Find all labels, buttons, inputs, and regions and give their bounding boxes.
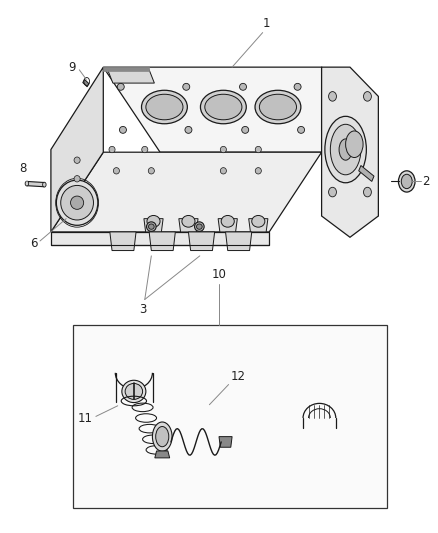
Ellipse shape [146, 94, 183, 120]
Ellipse shape [74, 175, 80, 182]
Text: 8: 8 [20, 162, 27, 175]
Text: 1: 1 [262, 17, 270, 30]
Ellipse shape [147, 222, 156, 231]
Ellipse shape [141, 90, 187, 124]
Ellipse shape [255, 90, 301, 124]
Ellipse shape [42, 182, 46, 187]
Ellipse shape [401, 174, 412, 189]
Ellipse shape [294, 83, 301, 90]
Ellipse shape [194, 222, 204, 231]
Polygon shape [110, 232, 136, 251]
Text: 3: 3 [139, 303, 146, 316]
Ellipse shape [364, 187, 371, 197]
Ellipse shape [197, 224, 202, 229]
Ellipse shape [25, 181, 28, 186]
Ellipse shape [120, 126, 127, 133]
Ellipse shape [252, 215, 265, 227]
Polygon shape [249, 219, 268, 232]
Polygon shape [188, 232, 215, 251]
Ellipse shape [142, 147, 148, 153]
Ellipse shape [255, 167, 261, 174]
Ellipse shape [57, 180, 98, 225]
Text: 11: 11 [78, 412, 92, 425]
Ellipse shape [330, 124, 361, 175]
Ellipse shape [113, 167, 120, 174]
Ellipse shape [183, 83, 190, 90]
Ellipse shape [220, 147, 226, 153]
Ellipse shape [182, 215, 195, 227]
Polygon shape [226, 232, 252, 251]
Polygon shape [27, 181, 44, 187]
Polygon shape [103, 67, 378, 152]
Polygon shape [149, 232, 175, 251]
Polygon shape [179, 219, 198, 232]
Ellipse shape [242, 126, 249, 133]
Ellipse shape [148, 167, 154, 174]
Polygon shape [108, 70, 154, 83]
Ellipse shape [185, 126, 192, 133]
Ellipse shape [109, 147, 115, 153]
Ellipse shape [221, 215, 234, 227]
Bar [73, 325, 387, 508]
Text: 10: 10 [212, 269, 226, 281]
Ellipse shape [148, 224, 154, 229]
Polygon shape [321, 67, 378, 216]
Ellipse shape [117, 83, 124, 90]
Polygon shape [321, 67, 378, 237]
Ellipse shape [240, 83, 247, 90]
Ellipse shape [328, 187, 336, 197]
Polygon shape [144, 219, 163, 232]
Polygon shape [359, 165, 374, 181]
Polygon shape [103, 67, 149, 71]
Polygon shape [51, 67, 103, 232]
Ellipse shape [205, 94, 242, 120]
Polygon shape [51, 232, 269, 245]
Ellipse shape [61, 185, 93, 220]
Ellipse shape [122, 380, 146, 402]
Ellipse shape [220, 167, 226, 174]
Ellipse shape [339, 139, 352, 160]
Polygon shape [155, 451, 170, 458]
Text: 6: 6 [30, 237, 38, 249]
Ellipse shape [125, 383, 143, 399]
Ellipse shape [155, 426, 169, 447]
Polygon shape [51, 152, 321, 232]
Ellipse shape [399, 171, 415, 192]
Ellipse shape [328, 92, 336, 101]
Text: 9: 9 [68, 61, 76, 74]
Ellipse shape [255, 147, 261, 153]
Ellipse shape [297, 126, 304, 133]
Ellipse shape [201, 90, 246, 124]
Ellipse shape [259, 94, 297, 120]
Polygon shape [83, 79, 89, 87]
Ellipse shape [152, 422, 172, 451]
Text: 12: 12 [230, 370, 245, 383]
Polygon shape [219, 437, 232, 447]
Ellipse shape [346, 131, 363, 158]
Ellipse shape [71, 196, 84, 209]
Ellipse shape [325, 116, 366, 183]
Ellipse shape [74, 157, 80, 164]
Polygon shape [218, 219, 237, 232]
Ellipse shape [364, 92, 371, 101]
Text: 2: 2 [422, 175, 430, 188]
Ellipse shape [147, 215, 160, 227]
